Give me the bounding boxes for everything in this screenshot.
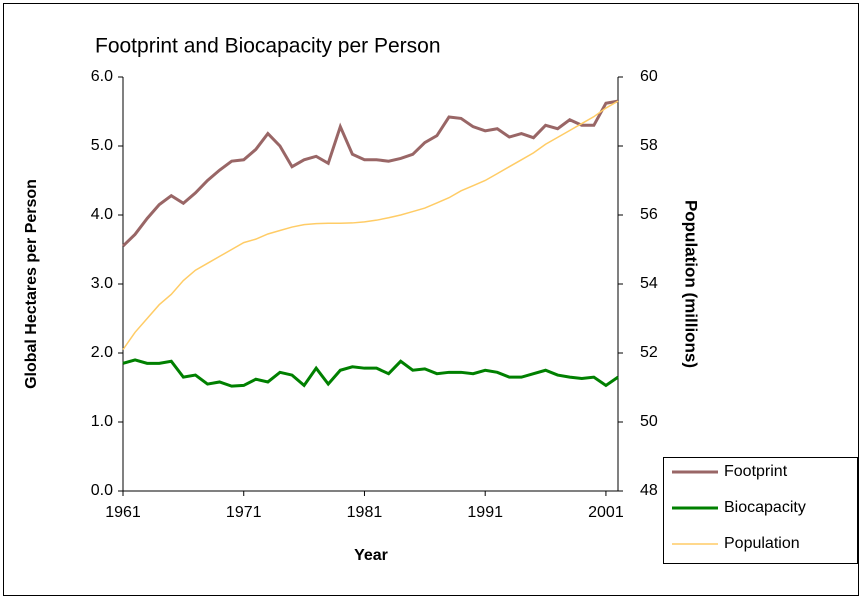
y-tick-label: 4.0 (91, 206, 113, 223)
series-line (122, 100, 619, 350)
legend (663, 457, 858, 564)
y2-axis-title: Population (millions) (682, 200, 701, 368)
x-tick-label: 1991 (467, 504, 503, 521)
series-line (122, 358, 619, 388)
y2-tick-label: 58 (640, 137, 658, 154)
y-tick-label: 5.0 (91, 137, 113, 154)
y2-tick-label: 50 (640, 413, 658, 430)
y-tick-label: 3.0 (91, 275, 113, 292)
y2-tick-label: 56 (640, 206, 658, 223)
chart-title: Footprint and Biocapacity per Person (95, 35, 441, 58)
y2-tick-label: 54 (640, 275, 658, 292)
legend-label: Biocapacity (724, 499, 806, 516)
x-axis-title: Year (354, 547, 388, 564)
series-line (121, 99, 619, 248)
x-tick-label: 1981 (347, 504, 383, 521)
y2-tick-label: 52 (640, 344, 658, 361)
y-tick-label: 0.0 (91, 482, 113, 499)
y2-tick-label: 60 (640, 68, 658, 85)
x-tick-label: 2001 (588, 504, 624, 521)
legend-label: Population (724, 535, 800, 552)
y-tick-label: 1.0 (91, 413, 113, 430)
legend-label: Footprint (724, 463, 788, 480)
y-tick-label: 6.0 (91, 68, 113, 85)
y-axis-title: Global Hectares per Person (23, 179, 40, 389)
x-tick-label: 1971 (226, 504, 262, 521)
y-tick-label: 2.0 (91, 344, 113, 361)
x-tick-label: 1961 (105, 504, 141, 521)
y2-tick-label: 48 (640, 482, 658, 499)
